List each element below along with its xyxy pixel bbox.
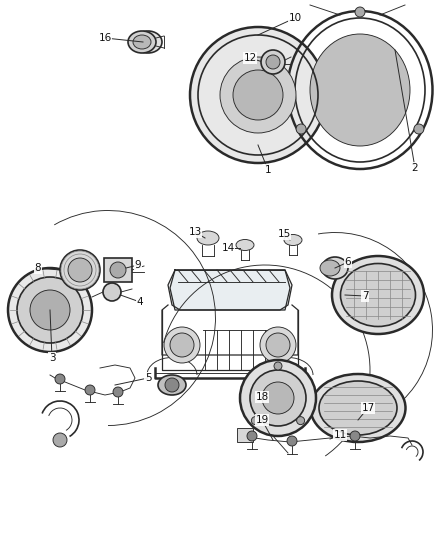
Ellipse shape	[340, 263, 416, 327]
Circle shape	[190, 27, 326, 163]
Text: 17: 17	[361, 403, 374, 413]
Circle shape	[296, 124, 306, 134]
Circle shape	[281, 378, 295, 392]
Text: 12: 12	[244, 53, 257, 63]
Circle shape	[164, 327, 200, 363]
Circle shape	[85, 385, 95, 395]
Circle shape	[8, 268, 92, 352]
Ellipse shape	[158, 375, 186, 395]
Circle shape	[350, 431, 360, 441]
Circle shape	[251, 417, 259, 425]
Circle shape	[110, 262, 126, 278]
Circle shape	[240, 360, 316, 436]
Text: 11: 11	[333, 430, 346, 440]
Text: 5: 5	[145, 373, 151, 383]
Circle shape	[17, 277, 83, 343]
Circle shape	[266, 333, 290, 357]
Ellipse shape	[332, 256, 424, 334]
Circle shape	[233, 70, 283, 120]
Bar	[104, 258, 132, 282]
Circle shape	[103, 283, 121, 301]
Text: 16: 16	[99, 33, 112, 43]
Bar	[237, 428, 253, 442]
Ellipse shape	[319, 381, 397, 435]
Ellipse shape	[274, 375, 302, 395]
Text: 15: 15	[277, 229, 291, 239]
Text: 10: 10	[289, 13, 301, 23]
Text: 14: 14	[221, 243, 235, 253]
Ellipse shape	[310, 34, 410, 146]
Ellipse shape	[128, 31, 156, 53]
Ellipse shape	[133, 35, 151, 49]
Circle shape	[355, 7, 365, 17]
Ellipse shape	[311, 374, 406, 442]
Circle shape	[30, 290, 70, 330]
Text: 6: 6	[345, 257, 351, 267]
Circle shape	[220, 57, 296, 133]
Text: 3: 3	[49, 353, 55, 363]
Circle shape	[414, 124, 424, 134]
Circle shape	[266, 55, 280, 69]
Ellipse shape	[320, 260, 340, 276]
Text: 18: 18	[255, 392, 268, 402]
Circle shape	[170, 333, 194, 357]
Ellipse shape	[197, 231, 219, 245]
Circle shape	[274, 362, 282, 370]
Circle shape	[165, 378, 179, 392]
Circle shape	[60, 250, 100, 290]
Ellipse shape	[236, 239, 254, 251]
Text: 19: 19	[255, 415, 268, 425]
Ellipse shape	[134, 31, 162, 53]
Circle shape	[68, 258, 92, 282]
Circle shape	[262, 382, 294, 414]
Text: 9: 9	[135, 260, 141, 270]
Ellipse shape	[284, 235, 302, 246]
Circle shape	[247, 431, 257, 441]
Circle shape	[260, 327, 296, 363]
Circle shape	[261, 50, 285, 74]
Polygon shape	[170, 270, 290, 310]
Circle shape	[113, 387, 123, 397]
Text: 1: 1	[265, 165, 271, 175]
Text: 7: 7	[362, 291, 368, 301]
Circle shape	[250, 370, 306, 426]
Polygon shape	[168, 270, 292, 310]
Circle shape	[297, 417, 304, 425]
Circle shape	[55, 374, 65, 384]
Text: 8: 8	[35, 263, 41, 273]
Circle shape	[53, 433, 67, 447]
Text: 2: 2	[412, 163, 418, 173]
Text: 13: 13	[188, 227, 201, 237]
Circle shape	[287, 436, 297, 446]
Ellipse shape	[322, 257, 348, 279]
Text: 4: 4	[137, 297, 143, 307]
